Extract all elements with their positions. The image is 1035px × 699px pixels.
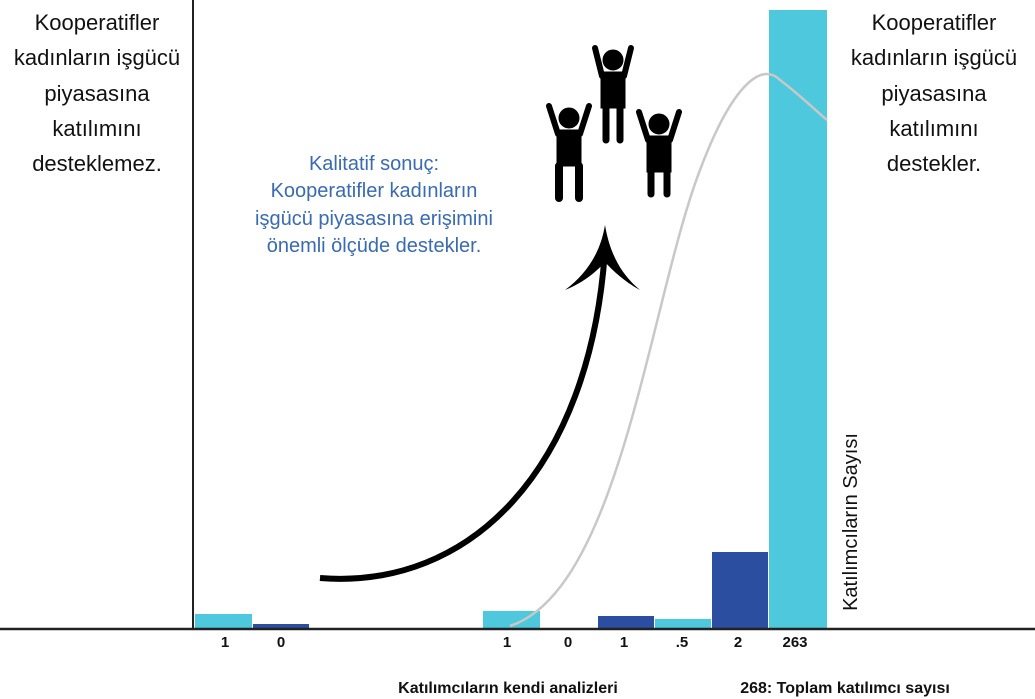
- center-text: önemli ölçüde destekler.: [267, 235, 482, 257]
- bar-labels: 1 0 1 0 1 .5 2 263: [221, 634, 808, 651]
- left-text: Kooperatifler: [35, 10, 160, 35]
- footer-left: Katılımcıların kendi analizleri: [398, 680, 618, 697]
- right-text: katılımını: [889, 116, 978, 141]
- bar: [253, 624, 309, 628]
- left-text: kadınların işgücü: [14, 45, 180, 70]
- arrow-head: [565, 225, 640, 290]
- right-text: Kooperatifler: [872, 10, 997, 35]
- right-text: piyasasına: [881, 81, 987, 106]
- bar: [483, 611, 540, 628]
- bar-label: 1: [503, 634, 511, 651]
- left-text: desteklemez.: [32, 151, 162, 176]
- center-text: Kooperatifler kadınların: [271, 180, 478, 202]
- right-text: destekler.: [887, 151, 981, 176]
- axis-label: Katılımcıların Sayısı: [840, 433, 862, 611]
- bar: [769, 10, 827, 628]
- center-text: işgücü piyasasına erişimini: [255, 208, 493, 230]
- center-text: Kalitatif sonuç:: [309, 153, 439, 175]
- bar-label: .5: [676, 634, 689, 651]
- bar-label: 2: [734, 634, 742, 651]
- footer-right: 268: Toplam katılımcı sayısı: [740, 680, 950, 697]
- bar: [195, 614, 252, 628]
- arrow: [319, 249, 608, 582]
- bar: [712, 552, 768, 628]
- bar-label: 0: [564, 634, 572, 651]
- curve: [509, 72, 828, 628]
- left-text: piyasasına: [44, 81, 150, 106]
- people-icon: [546, 45, 682, 202]
- left-text: katılımını: [52, 116, 141, 141]
- bar-label: 0: [277, 634, 285, 651]
- bar-label: 263: [782, 634, 807, 651]
- right-text: kadınların işgücü: [851, 45, 1017, 70]
- bar: [598, 616, 654, 628]
- bar-label: 1: [221, 634, 229, 651]
- bar-label: 1: [620, 634, 628, 651]
- bar: [655, 619, 711, 628]
